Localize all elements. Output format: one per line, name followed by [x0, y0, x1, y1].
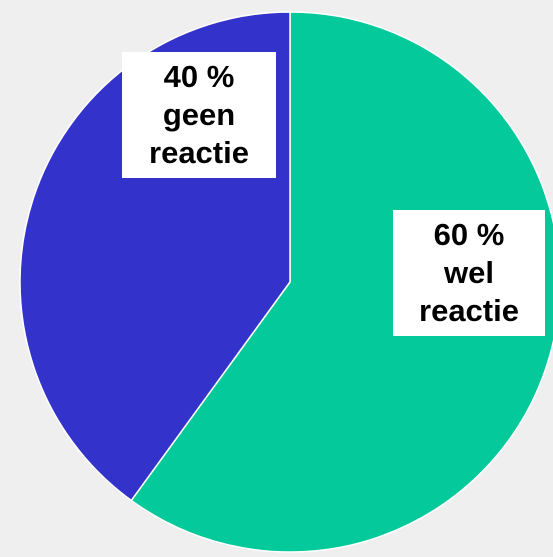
value-label: 60 % [433, 217, 505, 252]
slice-label: 60 % wel reactie [393, 210, 545, 336]
slice-label: 40 % geen reactie [122, 52, 276, 178]
pie-slice [130, 11, 553, 553]
category-label: wel reactie [419, 255, 519, 328]
value-label: 40 % [163, 59, 235, 94]
category-label: geen reactie [149, 97, 249, 170]
